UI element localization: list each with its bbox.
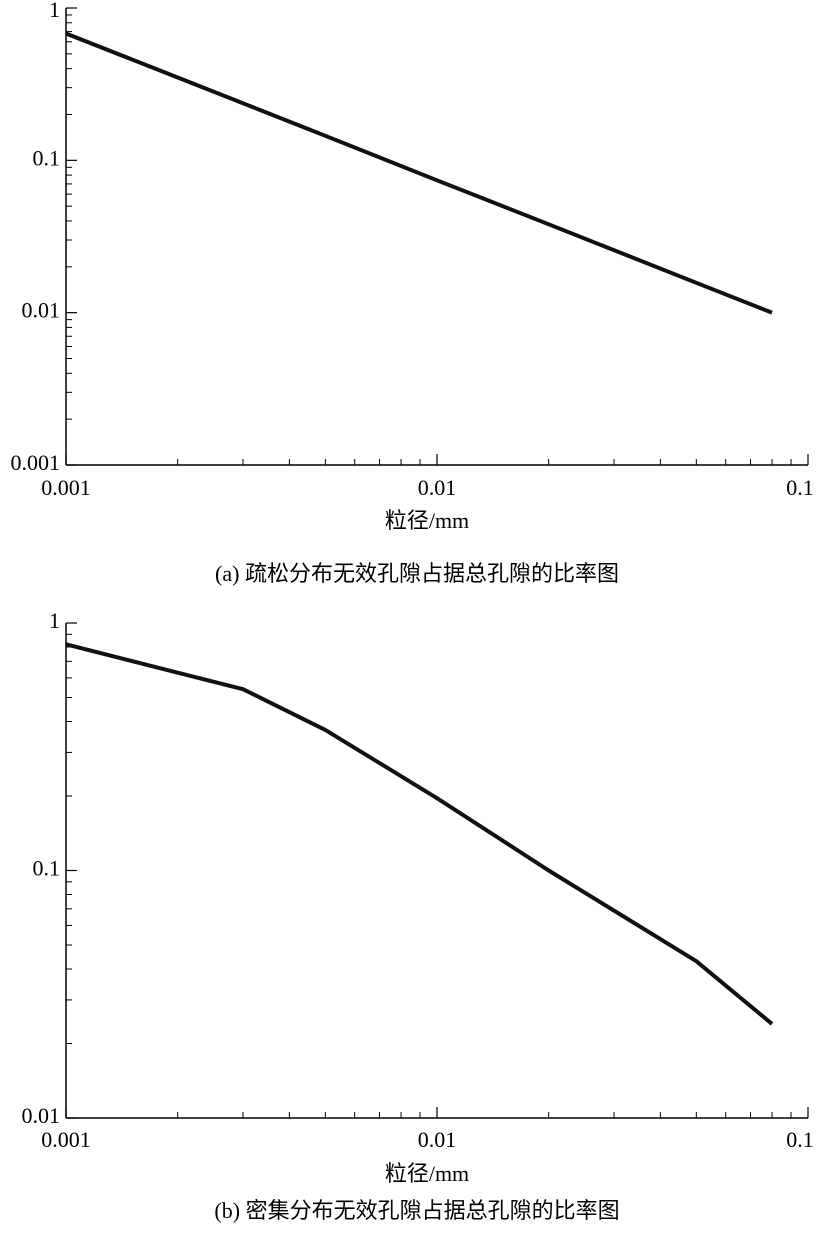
y-tick-label: 1: [49, 0, 60, 22]
x-tick-label: 0.001: [41, 1127, 91, 1152]
data-line: [65, 31, 773, 315]
x-tick-label: 0.01: [418, 475, 457, 500]
x-axis-label: 粒径/mm: [385, 1161, 469, 1186]
x-axis-label: 粒径/mm: [385, 508, 469, 533]
caption: (b) 密集分布无效孔隙占据总孔隙的比率图: [214, 1198, 619, 1223]
data-line: [65, 642, 774, 1026]
y-tick-label: 0.1: [33, 145, 61, 170]
y-tick-label: 1: [49, 608, 60, 633]
y-tick-label: 0.1: [33, 856, 61, 881]
y-tick-label: 0.001: [11, 450, 61, 475]
caption: (a) 疏松分布无效孔隙占据总孔隙的比率图: [215, 561, 619, 586]
x-tick-label: 0.001: [41, 475, 91, 500]
y-tick-label: 0.01: [22, 298, 61, 323]
x-tick-label: 0.01: [418, 1127, 457, 1152]
x-tick-label: 0.1: [786, 475, 814, 500]
y-tick-label: 0.01: [22, 1103, 61, 1128]
x-tick-label: 0.1: [786, 1127, 814, 1152]
